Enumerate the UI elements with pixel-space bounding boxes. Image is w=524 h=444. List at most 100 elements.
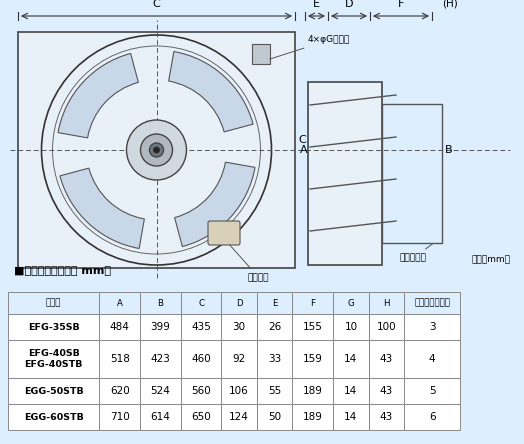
- Bar: [8, 292, 100, 314]
- Text: 14: 14: [344, 412, 357, 422]
- Text: 484: 484: [110, 322, 130, 332]
- Circle shape: [149, 143, 163, 157]
- Bar: [221, 378, 257, 404]
- Bar: [404, 292, 460, 314]
- Text: 92: 92: [233, 354, 246, 364]
- Wedge shape: [60, 168, 144, 249]
- Wedge shape: [174, 162, 255, 246]
- Bar: [257, 378, 292, 404]
- Text: 5: 5: [429, 386, 435, 396]
- Wedge shape: [58, 53, 138, 138]
- Bar: [8, 378, 100, 404]
- Text: 43: 43: [380, 354, 393, 364]
- Bar: [100, 340, 140, 378]
- Text: 524: 524: [150, 386, 170, 396]
- Text: 26: 26: [268, 322, 281, 332]
- Bar: [140, 378, 181, 404]
- Bar: [181, 292, 221, 314]
- Bar: [333, 314, 369, 340]
- Text: 14: 14: [344, 386, 357, 396]
- Circle shape: [140, 134, 172, 166]
- Bar: [404, 340, 460, 378]
- Bar: [333, 340, 369, 378]
- Bar: [181, 404, 221, 430]
- Bar: [140, 404, 181, 430]
- Circle shape: [154, 147, 159, 153]
- Text: A: A: [300, 145, 308, 155]
- Text: 106: 106: [230, 386, 249, 396]
- Bar: [100, 314, 140, 340]
- Text: シャッター枚数: シャッター枚数: [414, 298, 450, 308]
- Text: 159: 159: [303, 354, 323, 364]
- Text: 43: 43: [380, 412, 393, 422]
- Text: D: D: [236, 298, 243, 308]
- Text: 189: 189: [303, 412, 323, 422]
- Text: 55: 55: [268, 386, 281, 396]
- Bar: [8, 404, 100, 430]
- Bar: [369, 404, 404, 430]
- Bar: [333, 378, 369, 404]
- Text: 30: 30: [233, 322, 246, 332]
- Text: E: E: [272, 298, 277, 308]
- Bar: [257, 292, 292, 314]
- Bar: [252, 44, 270, 64]
- Bar: [333, 292, 369, 314]
- Bar: [369, 340, 404, 378]
- Text: B: B: [445, 145, 453, 155]
- Text: 560: 560: [191, 386, 211, 396]
- Bar: [181, 314, 221, 340]
- Text: 124: 124: [229, 412, 249, 422]
- Circle shape: [126, 120, 187, 180]
- Text: 形　名: 形 名: [46, 298, 61, 308]
- Text: 3: 3: [429, 322, 435, 332]
- Bar: [221, 292, 257, 314]
- Text: （単位mm）: （単位mm）: [471, 255, 510, 264]
- Text: 10: 10: [344, 322, 357, 332]
- Text: F: F: [398, 0, 404, 9]
- Bar: [404, 378, 460, 404]
- Text: 614: 614: [150, 412, 170, 422]
- Text: 14: 14: [344, 354, 357, 364]
- Bar: [308, 82, 382, 265]
- Bar: [369, 314, 404, 340]
- Bar: [8, 340, 100, 378]
- Bar: [221, 314, 257, 340]
- Text: 435: 435: [191, 322, 211, 332]
- Bar: [221, 340, 257, 378]
- Bar: [140, 314, 181, 340]
- Text: 710: 710: [110, 412, 129, 422]
- Wedge shape: [169, 52, 253, 132]
- Bar: [221, 404, 257, 430]
- Text: 33: 33: [268, 354, 281, 364]
- Text: 100: 100: [377, 322, 396, 332]
- Text: 155: 155: [303, 322, 323, 332]
- Text: 460: 460: [191, 354, 211, 364]
- Text: C: C: [198, 298, 204, 308]
- Text: EFG-40SB
EFG-40STB: EFG-40SB EFG-40STB: [25, 349, 83, 369]
- Text: E: E: [313, 0, 320, 9]
- Text: (H): (H): [442, 0, 458, 9]
- Text: 399: 399: [150, 322, 170, 332]
- FancyBboxPatch shape: [208, 221, 240, 245]
- Bar: [292, 378, 333, 404]
- Text: EGG-60STB: EGG-60STB: [24, 412, 84, 421]
- Text: 189: 189: [303, 386, 323, 396]
- Bar: [292, 404, 333, 430]
- Bar: [292, 292, 333, 314]
- Bar: [100, 404, 140, 430]
- Text: 50: 50: [268, 412, 281, 422]
- Bar: [404, 404, 460, 430]
- Text: C: C: [298, 135, 305, 145]
- Text: A: A: [117, 298, 123, 308]
- Bar: [257, 404, 292, 430]
- Bar: [292, 340, 333, 378]
- Text: D: D: [345, 0, 353, 9]
- Text: EGG-50STB: EGG-50STB: [24, 386, 83, 396]
- Bar: [257, 340, 292, 378]
- Text: EFG-35SB: EFG-35SB: [28, 322, 80, 332]
- Text: 650: 650: [191, 412, 211, 422]
- Bar: [18, 32, 295, 268]
- Text: H: H: [383, 298, 390, 308]
- Text: 4×φG取付穴: 4×φG取付穴: [270, 36, 350, 59]
- Text: シャッター: シャッター: [400, 244, 433, 262]
